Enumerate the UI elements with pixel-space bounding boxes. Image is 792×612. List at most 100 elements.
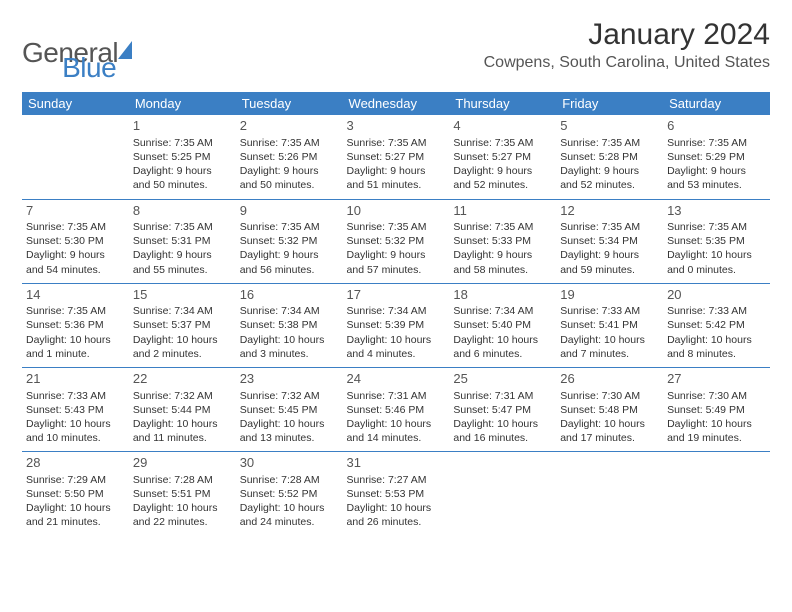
calendar-day-cell: 31Sunrise: 7:27 AMSunset: 5:53 PMDayligh… <box>343 452 450 536</box>
day-dl: Daylight: 9 hours and 58 minutes. <box>453 248 552 276</box>
logo-text-2: Blue <box>62 52 116 84</box>
day-number: 12 <box>560 202 659 220</box>
day-dl: Daylight: 9 hours and 52 minutes. <box>453 164 552 192</box>
day-ss: Sunset: 5:50 PM <box>26 487 125 501</box>
day-dl: Daylight: 10 hours and 3 minutes. <box>240 333 339 361</box>
day-sr: Sunrise: 7:34 AM <box>453 304 552 318</box>
day-ss: Sunset: 5:39 PM <box>347 318 446 332</box>
day-number: 16 <box>240 286 339 304</box>
day-sr: Sunrise: 7:35 AM <box>667 136 766 150</box>
day-sr: Sunrise: 7:34 AM <box>133 304 232 318</box>
calendar-day-cell <box>663 452 770 536</box>
day-ss: Sunset: 5:53 PM <box>347 487 446 501</box>
day-dl: Daylight: 9 hours and 53 minutes. <box>667 164 766 192</box>
day-number: 24 <box>347 370 446 388</box>
logo: General Blue <box>22 22 116 84</box>
day-number: 3 <box>347 117 446 135</box>
day-ss: Sunset: 5:31 PM <box>133 234 232 248</box>
calendar-day-cell: 2Sunrise: 7:35 AMSunset: 5:26 PMDaylight… <box>236 115 343 199</box>
day-sr: Sunrise: 7:35 AM <box>560 220 659 234</box>
day-sr: Sunrise: 7:35 AM <box>133 136 232 150</box>
calendar-day-cell: 17Sunrise: 7:34 AMSunset: 5:39 PMDayligh… <box>343 283 450 367</box>
day-ss: Sunset: 5:44 PM <box>133 403 232 417</box>
calendar-day-cell: 1Sunrise: 7:35 AMSunset: 5:25 PMDaylight… <box>129 115 236 199</box>
day-ss: Sunset: 5:48 PM <box>560 403 659 417</box>
day-number: 4 <box>453 117 552 135</box>
calendar-day-cell: 6Sunrise: 7:35 AMSunset: 5:29 PMDaylight… <box>663 115 770 199</box>
calendar-day-cell: 11Sunrise: 7:35 AMSunset: 5:33 PMDayligh… <box>449 199 556 283</box>
day-number: 21 <box>26 370 125 388</box>
day-dl: Daylight: 9 hours and 50 minutes. <box>240 164 339 192</box>
day-header-row: Sunday Monday Tuesday Wednesday Thursday… <box>22 92 770 115</box>
day-number: 23 <box>240 370 339 388</box>
calendar-table: Sunday Monday Tuesday Wednesday Thursday… <box>22 92 770 536</box>
day-ss: Sunset: 5:35 PM <box>667 234 766 248</box>
day-sr: Sunrise: 7:35 AM <box>26 220 125 234</box>
day-number: 13 <box>667 202 766 220</box>
day-dl: Daylight: 10 hours and 24 minutes. <box>240 501 339 529</box>
day-sr: Sunrise: 7:32 AM <box>133 389 232 403</box>
day-ss: Sunset: 5:37 PM <box>133 318 232 332</box>
day-ss: Sunset: 5:27 PM <box>347 150 446 164</box>
day-number: 22 <box>133 370 232 388</box>
day-sr: Sunrise: 7:35 AM <box>133 220 232 234</box>
day-sr: Sunrise: 7:35 AM <box>26 304 125 318</box>
day-dl: Daylight: 10 hours and 10 minutes. <box>26 417 125 445</box>
calendar-day-cell: 14Sunrise: 7:35 AMSunset: 5:36 PMDayligh… <box>22 283 129 367</box>
calendar-day-cell: 15Sunrise: 7:34 AMSunset: 5:37 PMDayligh… <box>129 283 236 367</box>
calendar-day-cell: 4Sunrise: 7:35 AMSunset: 5:27 PMDaylight… <box>449 115 556 199</box>
day-ss: Sunset: 5:28 PM <box>560 150 659 164</box>
day-number: 11 <box>453 202 552 220</box>
day-dl: Daylight: 9 hours and 59 minutes. <box>560 248 659 276</box>
calendar-day-cell: 16Sunrise: 7:34 AMSunset: 5:38 PMDayligh… <box>236 283 343 367</box>
day-dl: Daylight: 10 hours and 2 minutes. <box>133 333 232 361</box>
day-number: 8 <box>133 202 232 220</box>
day-ss: Sunset: 5:41 PM <box>560 318 659 332</box>
day-sr: Sunrise: 7:33 AM <box>667 304 766 318</box>
calendar-day-cell: 25Sunrise: 7:31 AMSunset: 5:47 PMDayligh… <box>449 367 556 451</box>
day-number: 10 <box>347 202 446 220</box>
calendar-day-cell <box>449 452 556 536</box>
calendar-day-cell: 27Sunrise: 7:30 AMSunset: 5:49 PMDayligh… <box>663 367 770 451</box>
day-ss: Sunset: 5:36 PM <box>26 318 125 332</box>
day-ss: Sunset: 5:32 PM <box>347 234 446 248</box>
calendar-day-cell: 20Sunrise: 7:33 AMSunset: 5:42 PMDayligh… <box>663 283 770 367</box>
day-sr: Sunrise: 7:35 AM <box>347 220 446 234</box>
day-dl: Daylight: 9 hours and 52 minutes. <box>560 164 659 192</box>
day-header: Saturday <box>663 92 770 115</box>
calendar-day-cell: 10Sunrise: 7:35 AMSunset: 5:32 PMDayligh… <box>343 199 450 283</box>
calendar-week-row: 21Sunrise: 7:33 AMSunset: 5:43 PMDayligh… <box>22 367 770 451</box>
day-sr: Sunrise: 7:34 AM <box>347 304 446 318</box>
day-ss: Sunset: 5:25 PM <box>133 150 232 164</box>
header: General Blue January 2024 Cowpens, South… <box>22 18 770 84</box>
day-sr: Sunrise: 7:27 AM <box>347 473 446 487</box>
day-dl: Daylight: 9 hours and 51 minutes. <box>347 164 446 192</box>
calendar-day-cell <box>22 115 129 199</box>
day-dl: Daylight: 9 hours and 54 minutes. <box>26 248 125 276</box>
calendar-day-cell: 18Sunrise: 7:34 AMSunset: 5:40 PMDayligh… <box>449 283 556 367</box>
calendar-day-cell: 28Sunrise: 7:29 AMSunset: 5:50 PMDayligh… <box>22 452 129 536</box>
day-number: 17 <box>347 286 446 304</box>
day-header: Wednesday <box>343 92 450 115</box>
day-header: Tuesday <box>236 92 343 115</box>
day-sr: Sunrise: 7:35 AM <box>453 220 552 234</box>
day-sr: Sunrise: 7:32 AM <box>240 389 339 403</box>
calendar-day-cell: 23Sunrise: 7:32 AMSunset: 5:45 PMDayligh… <box>236 367 343 451</box>
calendar-day-cell <box>556 452 663 536</box>
day-ss: Sunset: 5:32 PM <box>240 234 339 248</box>
day-number: 25 <box>453 370 552 388</box>
day-number: 15 <box>133 286 232 304</box>
day-ss: Sunset: 5:33 PM <box>453 234 552 248</box>
day-dl: Daylight: 9 hours and 50 minutes. <box>133 164 232 192</box>
day-number: 29 <box>133 454 232 472</box>
calendar-day-cell: 3Sunrise: 7:35 AMSunset: 5:27 PMDaylight… <box>343 115 450 199</box>
day-ss: Sunset: 5:46 PM <box>347 403 446 417</box>
calendar-week-row: 1Sunrise: 7:35 AMSunset: 5:25 PMDaylight… <box>22 115 770 199</box>
day-number: 9 <box>240 202 339 220</box>
day-ss: Sunset: 5:38 PM <box>240 318 339 332</box>
calendar-day-cell: 13Sunrise: 7:35 AMSunset: 5:35 PMDayligh… <box>663 199 770 283</box>
day-ss: Sunset: 5:49 PM <box>667 403 766 417</box>
calendar-week-row: 28Sunrise: 7:29 AMSunset: 5:50 PMDayligh… <box>22 452 770 536</box>
day-number: 7 <box>26 202 125 220</box>
day-dl: Daylight: 10 hours and 19 minutes. <box>667 417 766 445</box>
